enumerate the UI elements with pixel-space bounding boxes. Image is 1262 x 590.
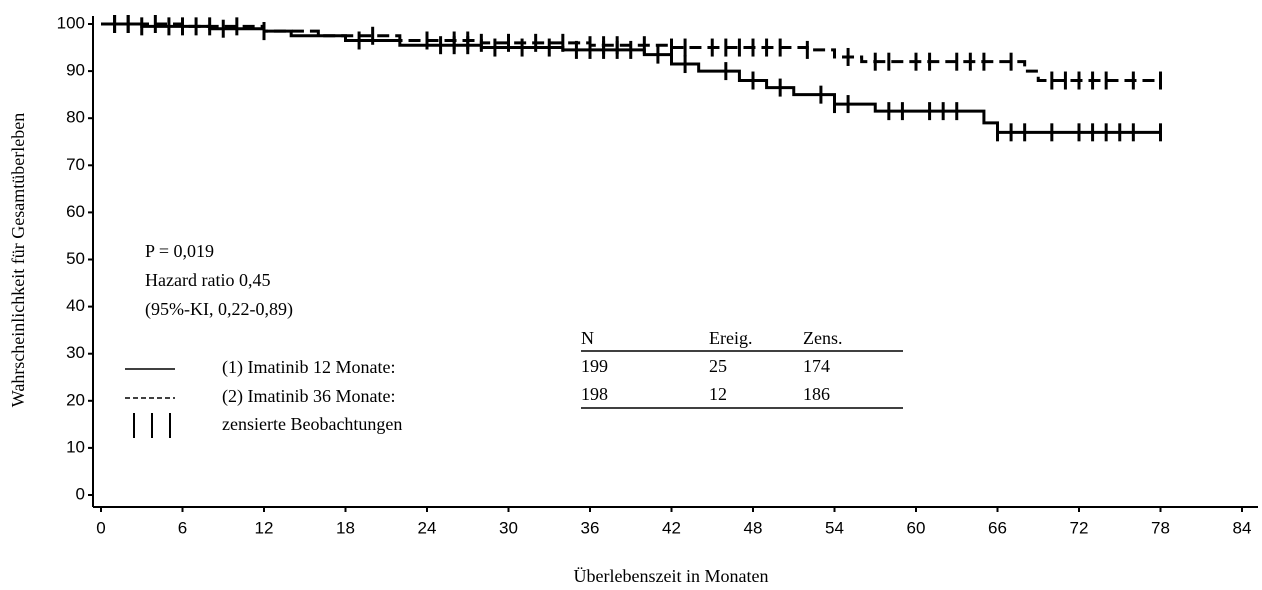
x-tick-label: 0 bbox=[96, 518, 105, 537]
x-tick-label: 60 bbox=[907, 518, 926, 537]
y-tick-label: 20 bbox=[66, 390, 85, 409]
table-header: Zens. bbox=[803, 328, 843, 348]
table-cell: 174 bbox=[803, 356, 830, 376]
table-cell: 198 bbox=[581, 384, 608, 404]
y-tick-label: 90 bbox=[66, 61, 85, 80]
legend-label: zensierte Beobachtungen bbox=[222, 414, 402, 434]
y-tick-label: 0 bbox=[76, 484, 85, 503]
y-tick-label: 80 bbox=[66, 108, 85, 127]
x-tick-label: 36 bbox=[581, 518, 600, 537]
x-tick-label: 6 bbox=[178, 518, 187, 537]
x-tick-label: 72 bbox=[1070, 518, 1089, 537]
x-tick-label: 84 bbox=[1233, 518, 1252, 537]
table-cell: 25 bbox=[709, 356, 727, 376]
annotation: (95%-KI, 0,22-0,89) bbox=[145, 299, 293, 320]
table-header: N bbox=[581, 328, 594, 348]
y-tick-label: 50 bbox=[66, 249, 85, 268]
y-tick-label: 100 bbox=[57, 13, 85, 32]
table-cell: 186 bbox=[803, 384, 830, 404]
y-tick-label: 10 bbox=[66, 437, 85, 456]
legend-censor-sample bbox=[133, 413, 171, 438]
x-tick-label: 78 bbox=[1151, 518, 1170, 537]
x-tick-label: 24 bbox=[418, 518, 437, 537]
survival-curve bbox=[101, 22, 1161, 134]
x-tick-label: 12 bbox=[255, 518, 274, 537]
survival-curve bbox=[101, 22, 1161, 83]
legend-label: (1) Imatinib 12 Monate: bbox=[222, 357, 395, 378]
x-tick-label: 18 bbox=[336, 518, 355, 537]
y-tick-label: 70 bbox=[66, 155, 85, 174]
x-tick-label: 66 bbox=[988, 518, 1007, 537]
legend-label: (2) Imatinib 36 Monate: bbox=[222, 386, 395, 407]
x-axis-label: Überlebenszeit in Monaten bbox=[574, 566, 769, 586]
table-header: Ereig. bbox=[709, 328, 752, 348]
table-cell: 199 bbox=[581, 356, 608, 376]
x-tick-label: 54 bbox=[825, 518, 844, 537]
y-tick-label: 30 bbox=[66, 343, 85, 362]
y-tick-label: 60 bbox=[66, 202, 85, 221]
annotation: P = 0,019 bbox=[145, 241, 214, 261]
y-tick-label: 40 bbox=[66, 296, 85, 315]
table-cell: 12 bbox=[709, 384, 727, 404]
x-tick-label: 42 bbox=[662, 518, 681, 537]
y-axis-label: Wahrscheinlichkeit für Gesamtüberleben bbox=[8, 113, 28, 407]
x-tick-label: 30 bbox=[499, 518, 518, 537]
annotation: Hazard ratio 0,45 bbox=[145, 270, 270, 290]
x-tick-label: 48 bbox=[744, 518, 763, 537]
